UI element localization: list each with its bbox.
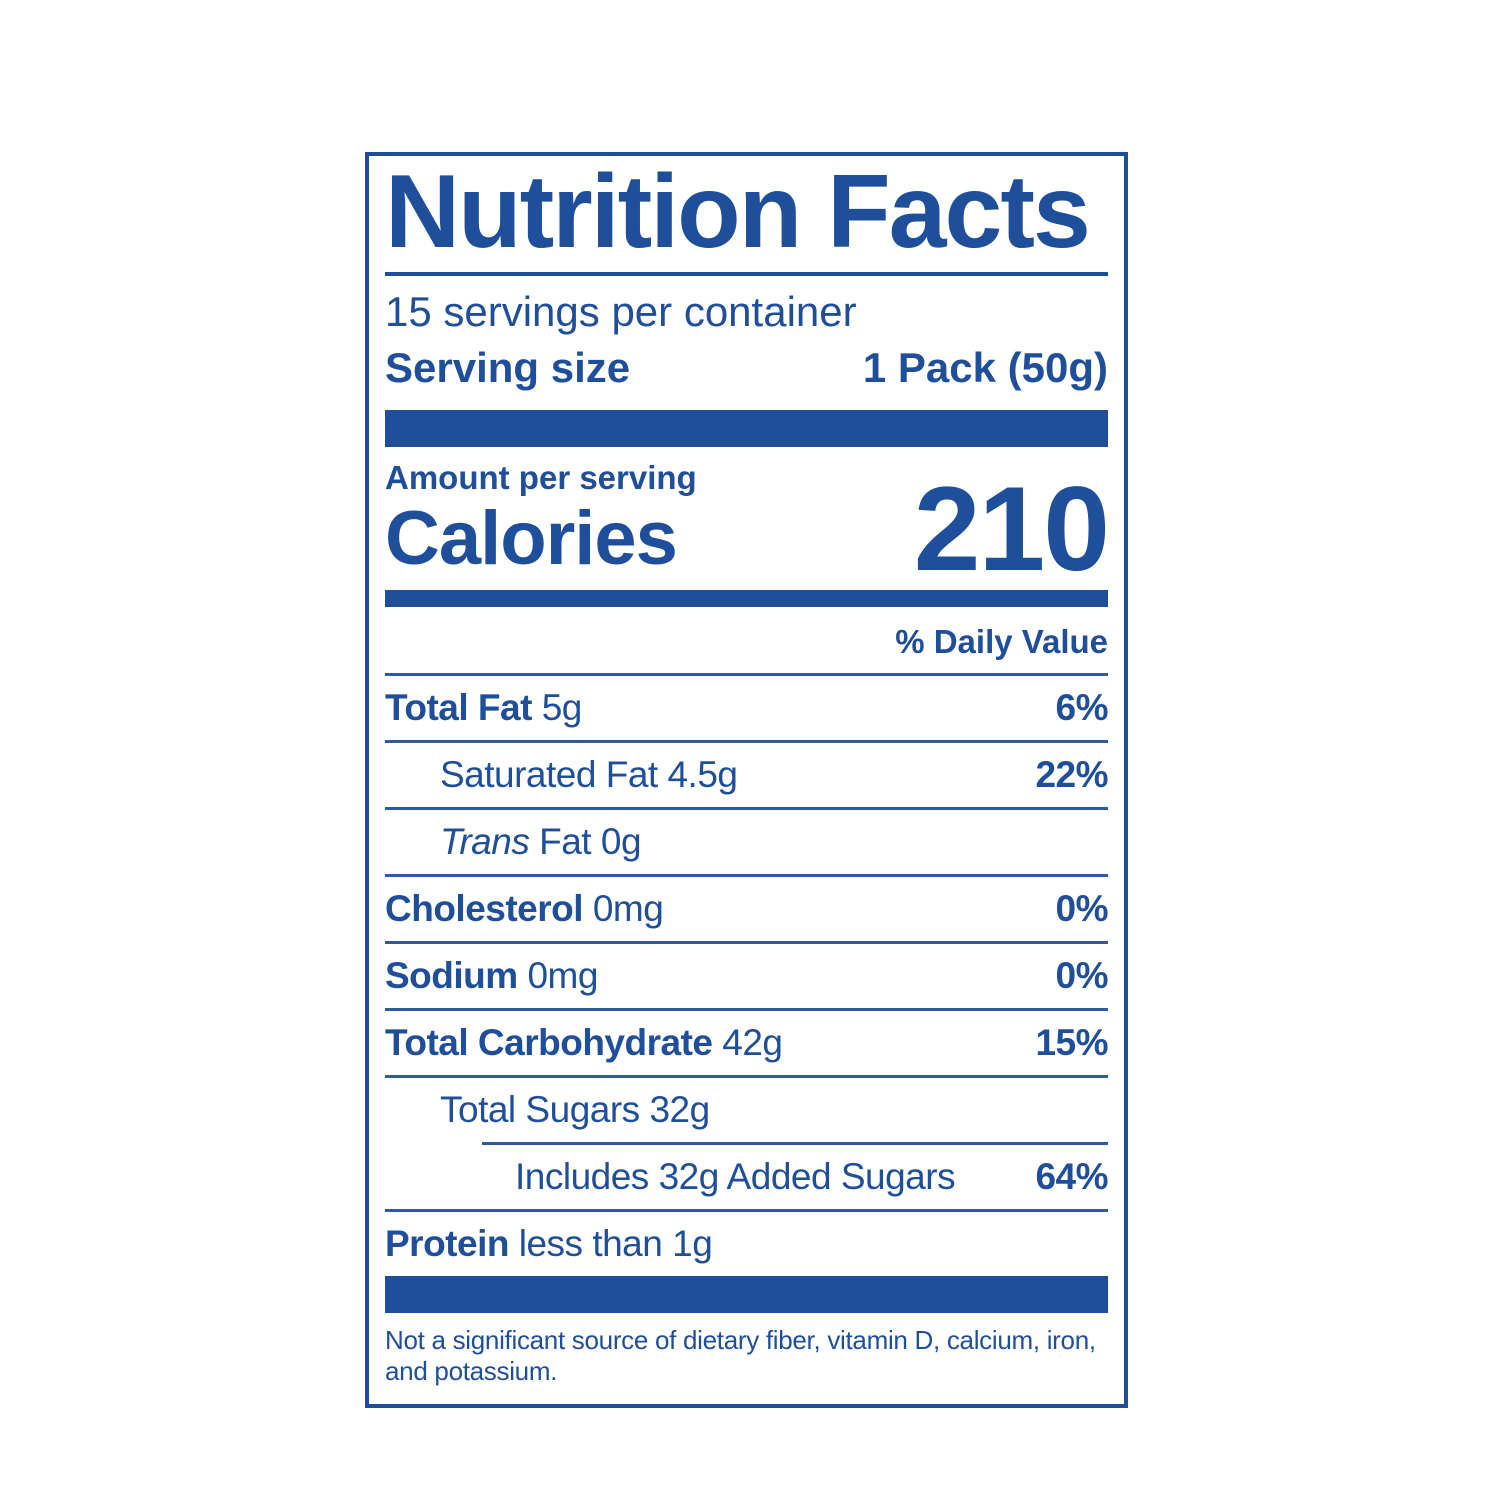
nutrient-name-segment: Includes 32g Added Sugars (515, 1155, 956, 1197)
thick-separator-bar-bottom (385, 1275, 1108, 1313)
nutrient-name-segment: Cholesterol (385, 887, 584, 929)
nutrient-daily-value: 15% (1035, 1021, 1108, 1063)
nutrient-name: Total Fat 5g (385, 687, 582, 729)
medium-separator-bar (385, 589, 1108, 607)
nutrient-daily-value: 22% (1035, 753, 1108, 795)
serving-size-row: Serving size 1 Pack (50g) (385, 344, 1108, 392)
nutrient-name: Includes 32g Added Sugars (515, 1155, 956, 1198)
nutrition-facts-title: Nutrition Facts (385, 158, 1108, 277)
nutrient-name-segment: Fat 0g (529, 820, 642, 862)
nutrient-row-total-sugars: Total Sugars 32g (385, 1078, 1108, 1142)
serving-size-label: Serving size (385, 344, 631, 392)
nutrient-name: Trans Fat 0g (440, 820, 642, 863)
nutrient-row-total-fat: Total Fat 5g 6% (385, 676, 1109, 743)
nutrient-name: Saturated Fat 4.5g (440, 753, 738, 796)
nutrient-row-cholesterol: Cholesterol 0mg 0% (385, 877, 1109, 944)
calories-label: Calories (385, 496, 678, 582)
nutrient-name: Total Sugars 32g (440, 1089, 710, 1131)
calories-section: Amount per serving Calories 210 (385, 447, 1110, 597)
nutrient-name-segment: Trans (440, 820, 530, 862)
nutrient-daily-value: 6% (1055, 686, 1109, 728)
nutrient-name: Cholesterol 0mg (385, 887, 664, 930)
amount-per-serving-label: Amount per serving (385, 459, 697, 497)
nutrient-name-segment: 0mg (583, 887, 664, 929)
thick-separator-bar-top (385, 410, 1108, 448)
daily-value-header: % Daily Value (385, 607, 1108, 676)
nutrient-name: Sodium 0mg (385, 955, 598, 997)
nutrient-name-segment: less than 1g (508, 1222, 713, 1264)
calories-value: 210 (913, 462, 1110, 597)
nutrient-name-segment: Saturated Fat 4.5g (440, 753, 738, 795)
nutrient-rows: Total Fat 5g 6% Saturated Fat 4.5g 22% Trans… (385, 676, 1109, 1276)
nutrient-daily-value: 64% (1035, 1155, 1108, 1197)
nutrient-daily-value: 0% (1055, 887, 1109, 929)
indented-divider (482, 1141, 1108, 1145)
nutrient-row-trans-fat: Trans Fat 0g (385, 810, 1108, 877)
nutrient-row-total-carbohydrate: Total Carbohydrate 42g 15% (385, 1011, 1108, 1078)
nutrient-row-saturated-fat: Saturated Fat 4.5g 22% (385, 743, 1108, 810)
nutrient-name-segment: Protein (385, 1222, 509, 1264)
nutrient-name: Protein less than 1g (385, 1222, 713, 1265)
calories-left-column: Amount per serving Calories (385, 459, 697, 582)
serving-size-value: 1 Pack (50g) (862, 344, 1108, 392)
nutrient-name-segment: Total Carbohydrate (385, 1021, 713, 1063)
nutrient-row-sodium: Sodium 0mg 0% (385, 944, 1109, 1011)
servings-per-container: 15 servings per container (385, 288, 857, 336)
nutrient-name-segment: Total Fat (385, 686, 532, 728)
nutrient-name-segment: 42g (712, 1021, 783, 1063)
nutrient-name-segment: 5g (531, 686, 583, 728)
footnote: Not a significant source of dietary fibe… (385, 1324, 1096, 1387)
nutrient-name: Total Carbohydrate 42g (385, 1021, 783, 1064)
nutrient-row-protein: Protein less than 1g (385, 1212, 1108, 1276)
nutrient-daily-value: 0% (1055, 954, 1109, 996)
nutrient-row-added-sugars: Includes 32g Added Sugars 64% (385, 1145, 1108, 1212)
nutrition-facts-label: Nutrition Facts 15 servings per containe… (365, 152, 1128, 1409)
nutrient-name-segment: Total Sugars 32g (440, 1088, 710, 1130)
nutrient-name-segment: Sodium (385, 954, 518, 996)
nutrient-name-segment: 0mg (517, 954, 598, 996)
